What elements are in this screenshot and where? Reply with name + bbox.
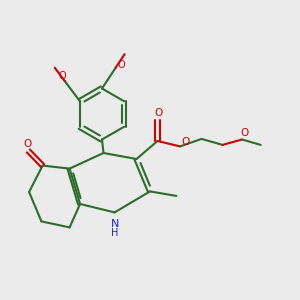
- Text: O: O: [240, 128, 249, 138]
- Text: O: O: [154, 108, 163, 118]
- Text: O: O: [182, 137, 190, 147]
- Text: N: N: [110, 219, 119, 230]
- Text: H: H: [111, 228, 118, 238]
- Text: O: O: [117, 60, 125, 70]
- Text: O: O: [58, 71, 66, 81]
- Text: O: O: [24, 140, 32, 149]
